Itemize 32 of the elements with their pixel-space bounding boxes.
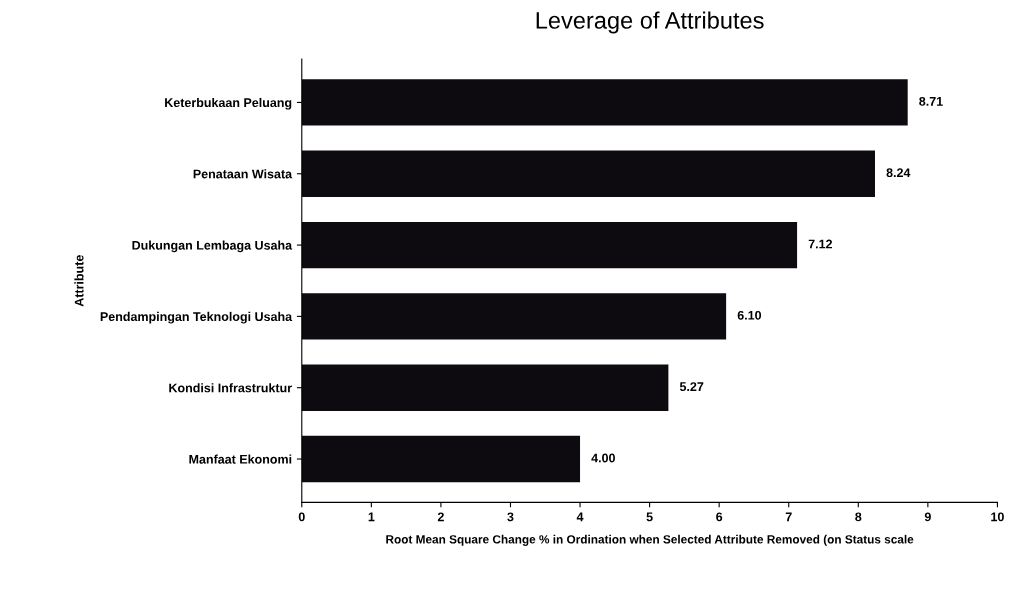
data-label: 4.00 bbox=[591, 453, 615, 463]
bar bbox=[301, 364, 669, 411]
chart-title: Leverage of Attributes bbox=[536, 11, 764, 34]
data-label: 6.10 bbox=[737, 310, 762, 320]
bar bbox=[301, 293, 727, 340]
y-tick-label: Manfaat Ekonomi bbox=[189, 454, 292, 464]
x-tick-label: 1 bbox=[368, 512, 375, 522]
y-tick-label: Dukungan Lembaga Usaha bbox=[132, 240, 293, 253]
y-axis-title: Attribute bbox=[74, 255, 84, 307]
x-tick-label: 10 bbox=[991, 512, 1004, 522]
x-tick-label: 7 bbox=[785, 512, 792, 522]
y-tick-label: Penataan Wisata bbox=[193, 169, 293, 179]
bar bbox=[301, 79, 908, 126]
y-tick-label: Kondisi Infrastruktur bbox=[169, 383, 292, 393]
y-tick-label: Pendampingan Teknologi Usaha bbox=[100, 311, 293, 324]
data-label: 5.27 bbox=[679, 382, 704, 392]
x-tick-label: 0 bbox=[298, 512, 305, 522]
data-label: 7.12 bbox=[808, 239, 833, 249]
x-tick-label: 3 bbox=[507, 512, 514, 522]
x-tick-label: 6 bbox=[716, 512, 723, 522]
x-tick-label: 5 bbox=[646, 512, 653, 522]
x-tick-label: 8 bbox=[855, 512, 862, 522]
y-tick-label: Keterbukaan Peluang bbox=[165, 97, 292, 110]
data-label: 8.71 bbox=[919, 96, 943, 106]
bar bbox=[301, 435, 581, 483]
bar bbox=[301, 221, 798, 269]
x-tick-label: 9 bbox=[924, 512, 931, 522]
x-axis-title: Root Mean Square Change % in Ordination when Selected Attribute Removed (on Status scale bbox=[386, 534, 914, 546]
bar bbox=[301, 150, 875, 197]
x-tick-label: 2 bbox=[437, 512, 444, 522]
data-label: 8.24 bbox=[886, 168, 911, 178]
x-tick-label: 4 bbox=[576, 512, 584, 522]
